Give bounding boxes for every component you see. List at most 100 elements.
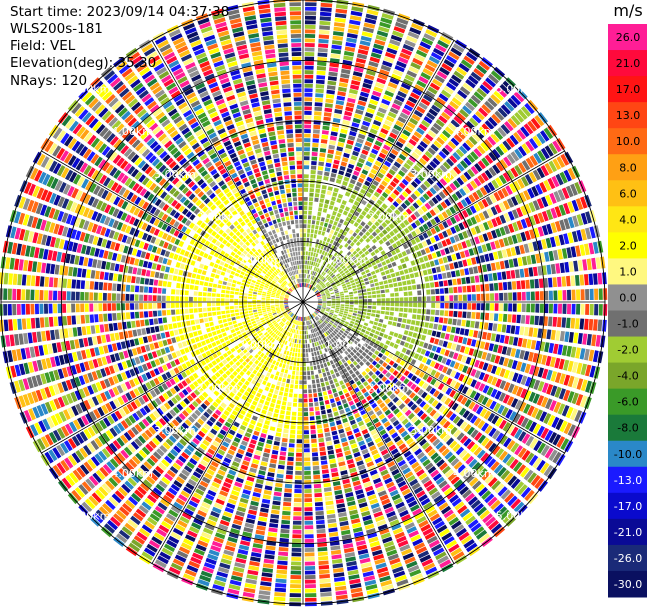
velocity-gate	[337, 222, 342, 228]
velocity-gate	[390, 448, 399, 456]
velocity-gate	[291, 552, 302, 557]
velocity-gate	[428, 199, 435, 207]
velocity-gate	[207, 553, 219, 561]
velocity-gate	[541, 382, 549, 394]
velocity-gate	[472, 403, 480, 413]
velocity-gate	[442, 375, 449, 383]
velocity-gate	[557, 317, 562, 328]
velocity-gate	[248, 348, 254, 354]
velocity-gate	[316, 308, 321, 311]
velocity-gate	[412, 284, 417, 290]
velocity-gate	[304, 566, 316, 571]
velocity-gate	[413, 244, 420, 251]
velocity-gate	[384, 315, 389, 320]
velocity-gate	[399, 509, 409, 518]
velocity-gate	[366, 272, 372, 277]
velocity-gate	[388, 245, 394, 251]
velocity-gate	[215, 379, 222, 386]
velocity-gate	[261, 319, 266, 323]
velocity-gate	[281, 310, 286, 313]
velocity-gate	[250, 419, 257, 426]
velocity-gate	[118, 468, 128, 478]
velocity-gate	[60, 442, 69, 454]
velocity-gate	[373, 191, 380, 198]
velocity-gate	[329, 321, 333, 326]
velocity-gate	[397, 540, 409, 548]
velocity-gate	[446, 368, 453, 376]
velocity-gate	[339, 433, 346, 439]
velocity-gate	[322, 241, 326, 246]
velocity-gate	[188, 428, 196, 436]
velocity-gate	[312, 388, 317, 393]
velocity-gate	[543, 179, 552, 191]
velocity-gate	[348, 323, 354, 327]
velocity-gate	[231, 388, 238, 394]
velocity-gate	[387, 279, 393, 284]
velocity-gate	[348, 277, 354, 281]
velocity-gate	[508, 223, 515, 233]
velocity-gate	[530, 117, 541, 130]
velocity-gate	[331, 472, 339, 478]
velocity-gate	[343, 220, 349, 226]
velocity-gate	[347, 386, 353, 392]
velocity-gate	[331, 282, 335, 286]
velocity-gate	[353, 113, 363, 120]
velocity-gate	[311, 447, 318, 453]
velocity-gate	[380, 289, 385, 294]
velocity-gate	[244, 522, 254, 529]
velocity-gate	[397, 206, 404, 213]
velocity-gate	[117, 396, 125, 406]
velocity-gate	[268, 342, 273, 347]
velocity-gate	[348, 267, 353, 272]
velocity-gate	[309, 325, 312, 329]
velocity-gate	[331, 343, 336, 349]
velocity-gate	[223, 336, 229, 341]
velocity-gate	[557, 189, 566, 201]
velocity-gate	[278, 347, 282, 353]
velocity-gate	[442, 366, 449, 374]
velocity-gate	[253, 454, 261, 460]
velocity-gate	[348, 369, 354, 375]
velocity-gate	[365, 584, 378, 591]
velocity-gate	[310, 366, 314, 371]
velocity-gate	[398, 414, 406, 422]
velocity-gate	[416, 435, 424, 443]
velocity-gate	[251, 547, 263, 554]
velocity-gate	[346, 560, 357, 567]
velocity-gate	[319, 378, 324, 383]
velocity-gate	[493, 282, 499, 291]
velocity-gate	[254, 359, 260, 365]
velocity-gate	[141, 551, 154, 561]
velocity-gate	[435, 154, 444, 163]
velocity-gate	[322, 125, 330, 131]
velocity-gate	[285, 474, 293, 480]
velocity-gate	[366, 288, 371, 292]
velocity-gate	[295, 461, 302, 466]
velocity-gate	[481, 490, 492, 500]
velocity-gate	[471, 294, 476, 301]
velocity-gate	[544, 251, 550, 262]
velocity-gate	[559, 331, 565, 342]
velocity-gate	[218, 523, 229, 531]
velocity-gate	[186, 395, 194, 402]
velocity-gate	[588, 273, 594, 285]
velocity-gate	[357, 548, 369, 555]
velocity-gate	[350, 587, 363, 594]
velocity-gate	[536, 132, 546, 145]
velocity-gate	[367, 377, 373, 384]
velocity-gate	[455, 446, 465, 456]
velocity-gate	[529, 438, 539, 449]
velocity-gate	[312, 215, 316, 220]
velocity-gate	[303, 165, 310, 170]
velocity-gate	[243, 527, 254, 533]
velocity-gate	[411, 22, 423, 31]
velocity-gate	[316, 321, 320, 326]
velocity-gate	[304, 525, 314, 530]
velocity-gate	[468, 329, 474, 337]
velocity-gate	[280, 446, 287, 452]
velocity-gate	[380, 469, 389, 476]
velocity-gate	[358, 95, 368, 102]
velocity-gate	[397, 333, 403, 339]
velocity-gate	[404, 297, 408, 302]
velocity-gate	[496, 87, 508, 98]
